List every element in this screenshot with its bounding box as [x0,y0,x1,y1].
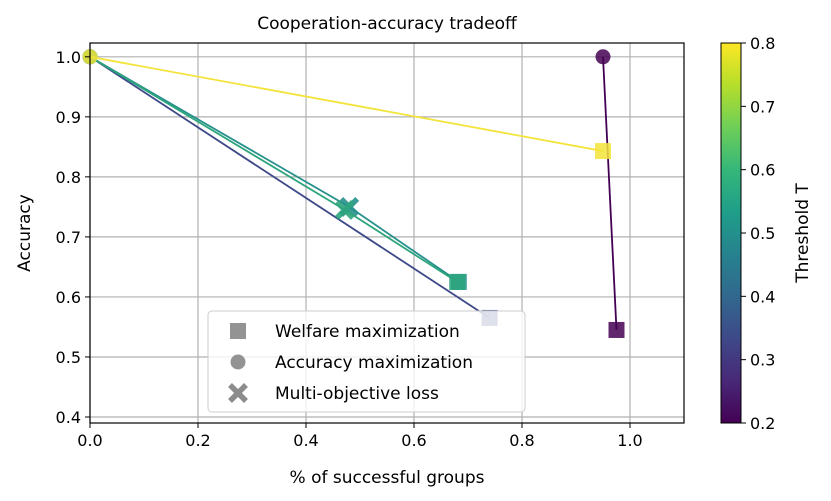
colorbar-tick-label: 0.7 [750,97,775,116]
y-tick-label: 1.0 [56,48,81,67]
plot-frame [89,42,685,424]
colorbar-tick-label: 0.4 [750,287,775,306]
x-tick-label: 0.8 [509,431,534,450]
colorbar-tick-label: 0.3 [750,351,775,370]
y-axis-ticks: 0.4 0.5 0.6 0.7 0.8 0.9 1.0 [56,48,90,427]
circle-legend-marker [230,354,246,370]
colorbar-tick-label: 0.2 [750,414,775,433]
x-axis-ticks: 0.0 0.2 0.4 0.6 0.8 1.0 [77,423,643,450]
square-marker [449,273,466,290]
colorbar: 0.2 0.3 0.4 0.5 0.6 0.7 0.8 Threshold T [720,34,813,433]
square-marker [608,321,625,338]
chart-title: Cooperation-accuracy tradeoff [257,14,518,34]
square-legend-marker [230,323,246,339]
series-line [89,55,604,152]
series-line-group [595,49,625,338]
x-tick-label: 1.0 [617,431,642,450]
colorbar-tick-label: 0.5 [750,224,775,243]
x-legend-marker [228,383,248,403]
x-tick-label: 0.2 [185,431,210,450]
y-tick-label: 0.8 [56,168,81,187]
legend-entry-label: Multi-objective loss [275,384,439,404]
x-tick-label: 0.4 [293,431,318,450]
series-line [602,56,618,330]
x-tick-label: 0.0 [77,431,102,450]
y-tick-label: 0.7 [56,228,81,247]
x-marker [334,199,355,220]
legend-box [207,310,526,413]
legend: Welfare maximization Accuracy maximizatio… [207,310,526,413]
x-tick-label: 0.6 [401,431,426,450]
colorbar-label: Threshold T [793,183,813,284]
series-line-group [82,49,467,290]
y-tick-label: 0.9 [56,108,81,127]
y-tick-label: 0.4 [56,408,81,427]
colorbar-tick-label: 0.6 [750,161,775,180]
square-marker [595,143,611,160]
y-tick-label: 0.6 [56,288,81,307]
colorbar-gradient [720,42,742,424]
series-line-group [82,49,498,326]
legend-entry-label: Accuracy maximization [275,353,473,373]
colorbar-tick-label: 0.8 [750,34,775,53]
legend-entry-label: Welfare maximization [275,322,460,342]
y-tick-label: 0.5 [56,348,81,367]
x-axis-label: % of successful groups [290,468,485,488]
y-axis-label: Accuracy [15,194,35,272]
circle-marker [595,49,611,65]
series-line [89,56,491,319]
series-group [82,49,625,338]
